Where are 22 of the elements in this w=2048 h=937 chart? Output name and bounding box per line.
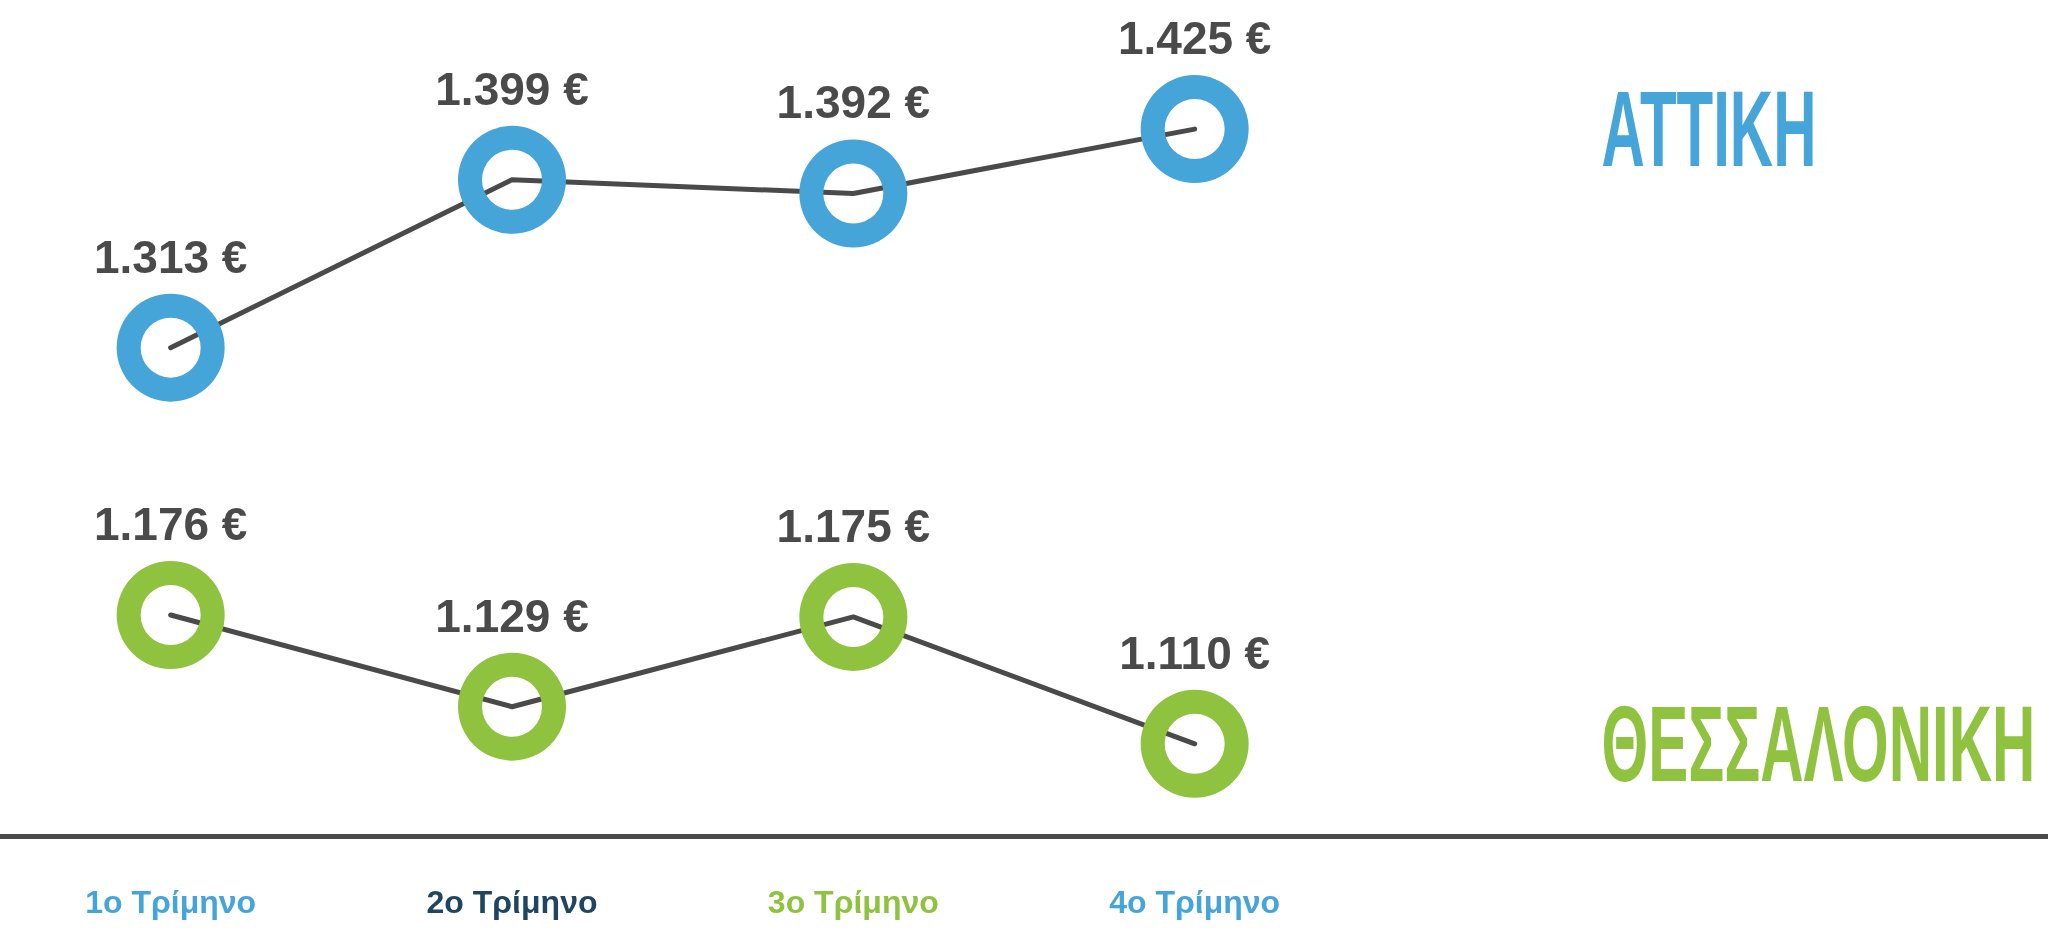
x-tick-label: 1ο Τρίμηνο: [85, 884, 257, 920]
data-label: 1.399 €: [435, 62, 589, 115]
x-tick-label: 2ο Τρίμηνο: [426, 884, 598, 920]
point: [1140, 689, 1249, 798]
text: ΑΤΤΙΚΗ: [1601, 68, 1817, 190]
point: [116, 293, 225, 402]
data-label: 1.392 €: [776, 76, 931, 129]
x-tick-label: 3ο Τρίμηνο: [767, 884, 939, 920]
data-label: 1.425 €: [1117, 12, 1272, 65]
point: [458, 125, 566, 234]
data-label: 1.176 €: [93, 498, 248, 550]
data-label: 1.175 €: [776, 499, 931, 552]
point: [116, 561, 225, 669]
text: ΘΕΣΣΑΛΟΝΙΚΗ: [1601, 683, 2036, 805]
point: [799, 139, 908, 248]
point: [799, 563, 908, 671]
data-label: 1.129 €: [435, 589, 589, 642]
data-label: 1.110 €: [1119, 626, 1271, 679]
point: [1140, 75, 1249, 183]
data-label: 1.313 €: [93, 230, 248, 283]
point: [458, 652, 566, 761]
x-tick-label: 4ο Τρίμηνο: [1109, 884, 1281, 920]
